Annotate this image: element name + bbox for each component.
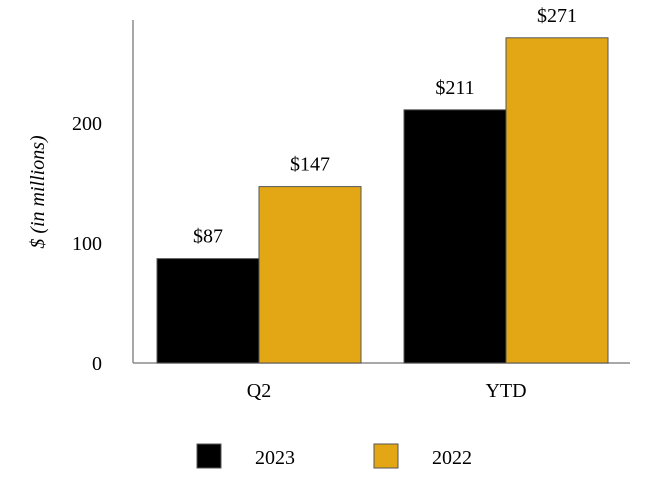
legend-swatch-2022 [373,443,399,469]
bar-2023-ytd [403,109,507,364]
legend-label-2022: 2022 [432,447,472,469]
data-label: $147 [290,154,330,176]
bar-2023-q2 [156,258,260,364]
bar-2022-ytd [505,37,609,364]
legend-label-2023: 2023 [255,447,295,469]
data-label: $87 [193,226,223,248]
plot-area: 0 100 200 $87 $147 Q2 $211 $271 YTD [72,5,630,402]
y-axis-label: $ (in millions) [27,135,49,249]
legend: 2023 2022 [196,443,472,469]
x-tick-label: YTD [485,380,526,402]
x-tick-label: Q2 [247,380,271,402]
data-label: $211 [435,77,474,99]
y-tick-label: 200 [72,113,102,135]
data-label: $271 [537,5,577,27]
bar-2022-q2 [258,186,362,364]
y-tick-label: 0 [92,353,102,375]
y-tick-label: 100 [72,233,102,255]
legend-swatch-2023 [196,443,222,469]
